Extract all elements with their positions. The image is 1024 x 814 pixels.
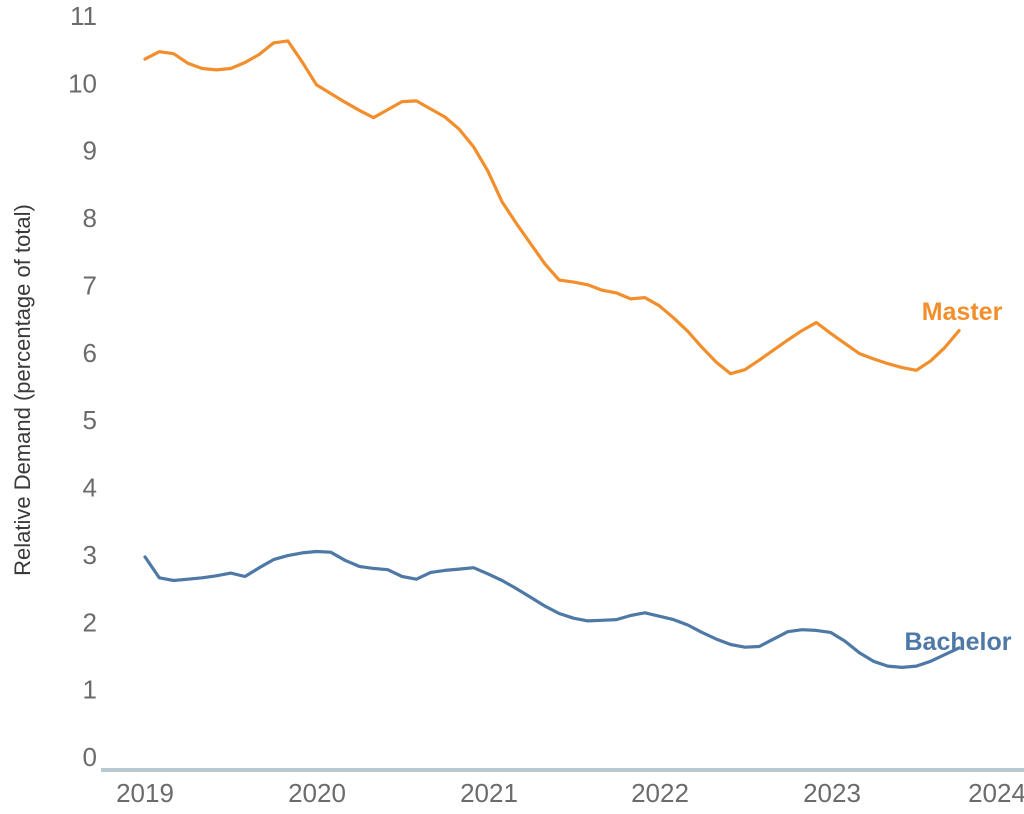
x-axis-tick-labels: 2019 2020 2021 2022 2023 2024 bbox=[116, 778, 1024, 808]
master-line bbox=[143, 39, 961, 376]
bachelor-line bbox=[143, 549, 961, 670]
y-tick-label: 8 bbox=[83, 203, 97, 233]
x-tick-label: 2021 bbox=[460, 778, 518, 808]
y-tick-label: 0 bbox=[83, 742, 97, 772]
y-tick-label: 1 bbox=[83, 675, 97, 705]
y-tick-label: 6 bbox=[83, 338, 97, 368]
y-tick-label: 7 bbox=[83, 270, 97, 300]
data-lines bbox=[143, 39, 961, 670]
y-axis-title: Relative Demand (percentage of total) bbox=[10, 204, 35, 576]
y-axis-tick-labels: 0 1 2 3 4 5 6 7 8 9 10 11 bbox=[68, 1, 97, 772]
x-tick-label: 2023 bbox=[803, 778, 861, 808]
series-label-master: Master bbox=[922, 298, 1003, 326]
y-tick-label: 10 bbox=[68, 68, 97, 98]
y-tick-label: 4 bbox=[83, 473, 97, 503]
x-tick-label: 2019 bbox=[116, 778, 174, 808]
y-tick-label: 5 bbox=[83, 405, 97, 435]
y-tick-label: 3 bbox=[83, 540, 97, 570]
y-tick-label: 2 bbox=[83, 607, 97, 637]
x-tick-label: 2024 bbox=[968, 778, 1024, 808]
series-label-bachelor: Bachelor bbox=[905, 628, 1012, 656]
x-tick-label: 2020 bbox=[288, 778, 346, 808]
y-tick-label: 11 bbox=[70, 1, 97, 31]
y-tick-label: 9 bbox=[83, 136, 97, 166]
x-tick-label: 2022 bbox=[631, 778, 689, 808]
